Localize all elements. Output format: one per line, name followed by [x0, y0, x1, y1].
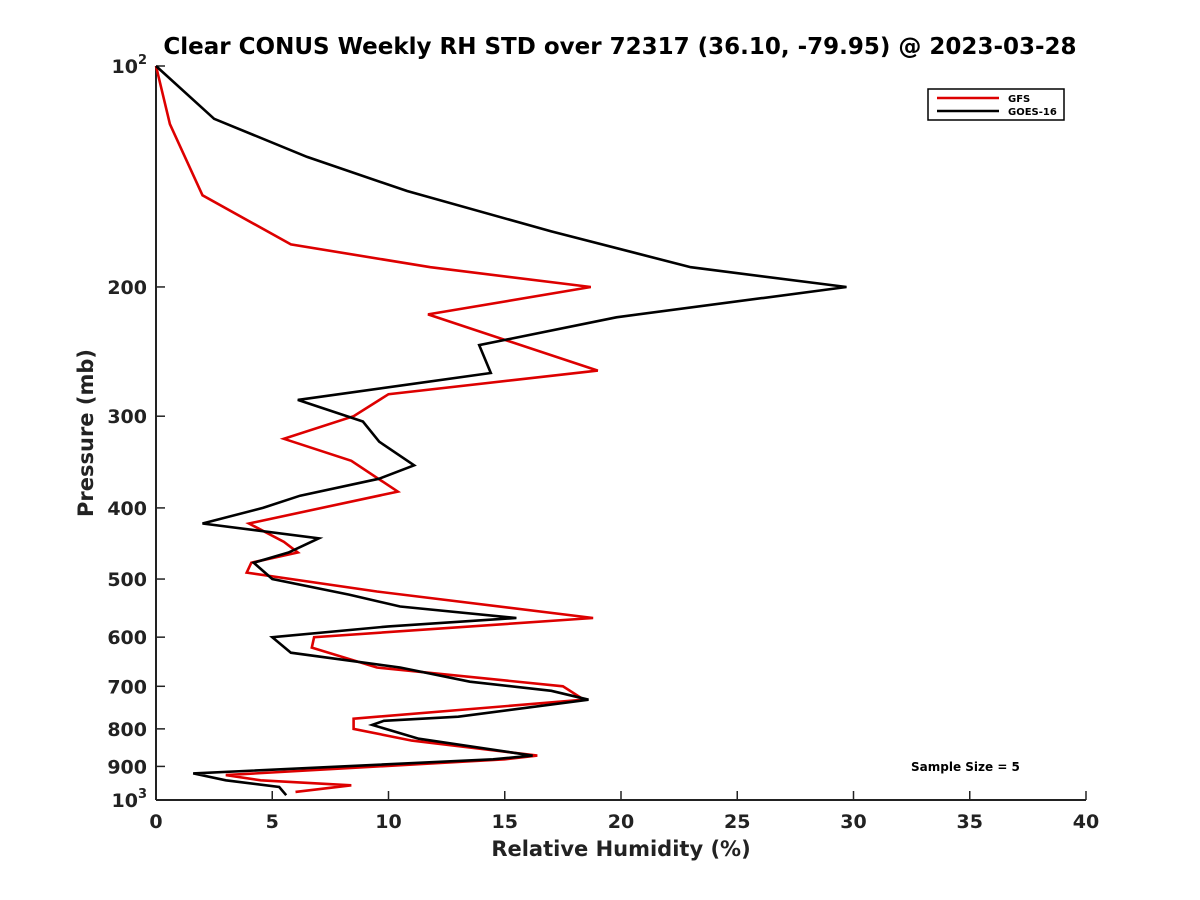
y-tick-label: 103: [112, 787, 148, 812]
x-tick-label: 20: [608, 811, 634, 833]
sample-size-annotation: Sample Size = 5: [911, 760, 1020, 774]
chart-title: Clear CONUS Weekly RH STD over 72317 (36…: [163, 34, 1076, 60]
y-tick-label: 600: [107, 627, 147, 649]
y-axis-label: Pressure (mb): [74, 349, 98, 517]
x-tick-label: 25: [724, 811, 750, 833]
legend: GFS GOES-16: [927, 88, 1065, 121]
y-tick-label: 500: [107, 569, 147, 591]
legend-box: [927, 88, 1065, 121]
y-ticks: 102 200 300 400 500 600 700 800 900 103: [107, 53, 165, 812]
y-tick-label: 300: [107, 406, 147, 428]
y-tick-label: 102: [112, 53, 148, 78]
legend-label-goes-16: GOES-16: [1008, 107, 1057, 118]
x-tick-label: 5: [266, 811, 279, 833]
x-tick-label: 0: [149, 811, 162, 833]
y-tick-label: 800: [107, 719, 147, 741]
y-tick-label: 400: [107, 498, 147, 520]
series-line-goes-16: [155, 65, 847, 797]
x-tick-label: 35: [957, 811, 983, 833]
series-layer: [154, 65, 847, 797]
x-ticks: 0 5 10 15 20 25 30 35 40: [149, 791, 1099, 833]
y-tick-label: 200: [107, 277, 147, 299]
legend-label-gfs: GFS: [1008, 94, 1030, 105]
x-tick-label: 40: [1073, 811, 1099, 833]
y-tick-label: 700: [107, 676, 147, 698]
x-tick-label: 15: [492, 811, 518, 833]
x-tick-label: 10: [375, 811, 401, 833]
x-tick-label: 30: [840, 811, 866, 833]
y-tick-label: 900: [107, 756, 147, 778]
x-axis-label: Relative Humidity (%): [491, 837, 750, 861]
